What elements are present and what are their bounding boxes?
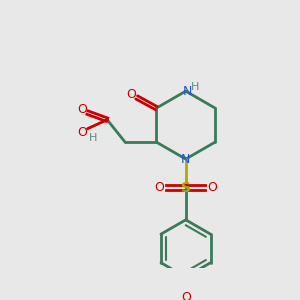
Text: H: H (89, 133, 97, 142)
Text: H: H (190, 82, 199, 92)
Text: O: O (77, 103, 87, 116)
Text: O: O (77, 126, 87, 139)
Text: O: O (181, 291, 191, 300)
Text: S: S (181, 181, 191, 195)
Text: O: O (126, 88, 136, 101)
Text: N: N (183, 85, 192, 98)
Text: O: O (154, 181, 164, 194)
Text: N: N (181, 153, 190, 166)
Text: O: O (208, 181, 218, 194)
